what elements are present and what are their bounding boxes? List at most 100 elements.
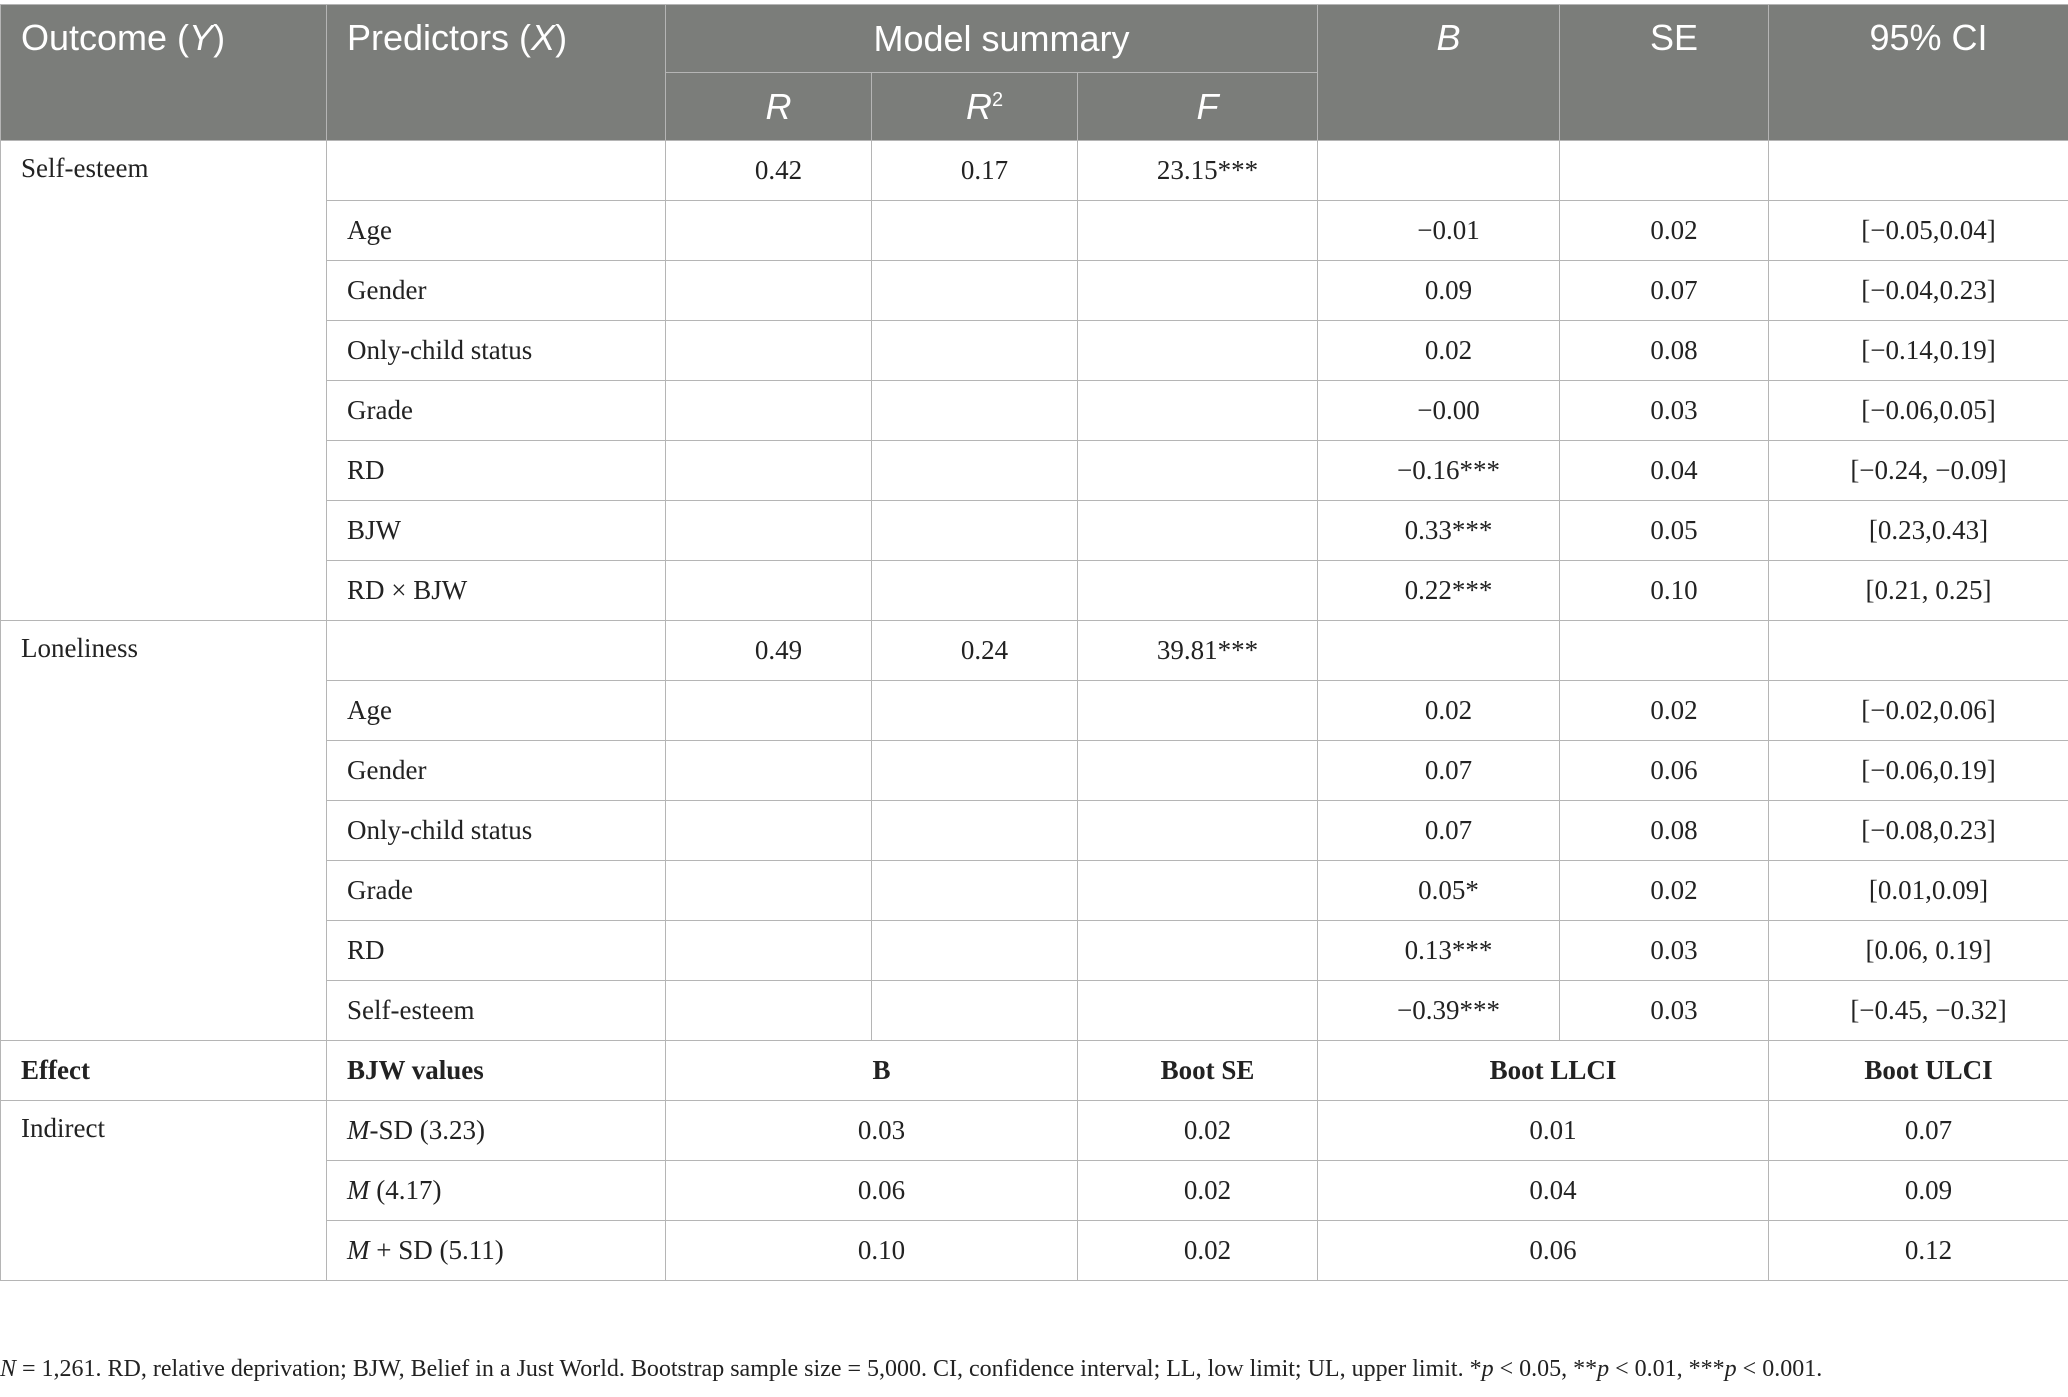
table-row: Gender 0.07 0.06 [−0.06,0.19] xyxy=(1,740,2068,801)
ci-cell: [−0.45, −0.32] xyxy=(1768,980,2068,1041)
boot-llci-cell: 0.04 xyxy=(1317,1160,1770,1221)
table-row: Grade −0.00 0.03 [−0.06,0.05] xyxy=(1,380,2068,441)
ci-cell: [−0.24, −0.09] xyxy=(1768,440,2068,501)
predictor-cell: BJW xyxy=(326,500,666,561)
ci-cell: [0.23,0.43] xyxy=(1768,500,2068,561)
boot-se-cell: 0.02 xyxy=(1076,1100,1319,1161)
se-cell: 0.07 xyxy=(1559,260,1770,321)
ci-cell: [0.21, 0.25] xyxy=(1768,560,2068,621)
effect-header-row: Effect BJW values B Boot SE Boot LLCI Bo… xyxy=(0,1040,2068,1101)
predictor-cell xyxy=(326,620,666,681)
f-cell: 39.81*** xyxy=(1076,620,1319,681)
b-cell: 0.09 xyxy=(1317,260,1561,321)
predictor-cell: RD xyxy=(326,920,666,981)
predictor-cell: Gender xyxy=(326,740,666,801)
effect-b-cell: 0.06 xyxy=(665,1160,1078,1221)
boot-llci-cell: 0.01 xyxy=(1317,1100,1770,1161)
se-cell: 0.02 xyxy=(1559,200,1770,261)
boot-ulci-header: Boot ULCI xyxy=(1768,1040,2068,1101)
table-body: Self-esteem 0.42 0.17 23.15*** Age −0.01… xyxy=(0,140,2068,1281)
f-cell: 23.15*** xyxy=(1076,140,1319,201)
predictor-cell: Age xyxy=(326,680,666,741)
ci-cell: [−0.14,0.19] xyxy=(1768,320,2068,381)
r-cell: 0.49 xyxy=(665,620,872,681)
se-cell xyxy=(1559,140,1770,201)
ci-cell: [−0.06,0.19] xyxy=(1768,740,2068,801)
table-row: Self-esteem 0.42 0.17 23.15*** xyxy=(0,140,2068,621)
bjw-values-header: BJW values xyxy=(326,1040,666,1101)
table-row: BJW 0.33*** 0.05 [0.23,0.43] xyxy=(1,500,2068,561)
regression-table: Outcome (Y) Predictors (X) Model summary… xyxy=(0,4,2068,1281)
se-cell: 0.03 xyxy=(1559,920,1770,981)
b-cell: 0.05* xyxy=(1317,860,1561,921)
predictor-cell: RD xyxy=(326,440,666,501)
header-r2: R2 xyxy=(871,72,1078,141)
ci-cell: [−0.08,0.23] xyxy=(1768,800,2068,861)
boot-ulci-cell: 0.12 xyxy=(1768,1220,2068,1281)
se-cell: 0.03 xyxy=(1559,980,1770,1041)
ci-cell: [0.01,0.09] xyxy=(1768,860,2068,921)
table-row: M (4.17) 0.06 0.02 0.04 0.09 xyxy=(1,1160,2068,1221)
outcome-cell: Self-esteem xyxy=(0,140,327,621)
header-outcome: Outcome (Y) xyxy=(0,4,327,141)
ci-cell: [−0.02,0.06] xyxy=(1768,680,2068,741)
table-row: Loneliness 0.49 0.24 39.81*** xyxy=(0,620,2068,1041)
effect-b-cell: 0.03 xyxy=(665,1100,1078,1161)
b-cell: 0.22*** xyxy=(1317,560,1561,621)
header-r: R xyxy=(665,72,872,141)
r-cell: 0.42 xyxy=(665,140,872,201)
bjw-value-cell: M (4.17) xyxy=(326,1160,666,1221)
effect-b-header: B xyxy=(665,1040,1078,1101)
boot-se-cell: 0.02 xyxy=(1076,1160,1319,1221)
header-ci: 95% CI xyxy=(1768,4,2068,141)
header-se: SE xyxy=(1559,4,1770,141)
se-cell: 0.02 xyxy=(1559,680,1770,741)
bjw-value-cell: M + SD (5.11) xyxy=(326,1220,666,1281)
ci-cell xyxy=(1768,140,2068,201)
table-row: M + SD (5.11) 0.10 0.02 0.06 0.12 xyxy=(1,1220,2068,1281)
table-row: RD 0.13*** 0.03 [0.06, 0.19] xyxy=(1,920,2068,981)
b-cell: 0.33*** xyxy=(1317,500,1561,561)
table-row: Age 0.02 0.02 [−0.02,0.06] xyxy=(1,680,2068,741)
predictor-cell: Self-esteem xyxy=(326,980,666,1041)
se-cell: 0.03 xyxy=(1559,380,1770,441)
header-b: B xyxy=(1317,4,1561,141)
predictor-cell: Age xyxy=(326,200,666,261)
outcome-cell: Loneliness xyxy=(0,620,327,1041)
b-cell: 0.07 xyxy=(1317,800,1561,861)
table-row: Gender 0.09 0.07 [−0.04,0.23] xyxy=(1,260,2068,321)
table-row: Grade 0.05* 0.02 [0.01,0.09] xyxy=(1,860,2068,921)
boot-se-header: Boot SE xyxy=(1076,1040,1319,1101)
predictor-cell: RD × BJW xyxy=(326,560,666,621)
ci-cell: [0.06, 0.19] xyxy=(1768,920,2068,981)
table-footnote: N = 1,261. RD, relative deprivation; BJW… xyxy=(0,1356,1823,1382)
b-cell: −0.01 xyxy=(1317,200,1561,261)
b-cell xyxy=(1317,140,1561,201)
boot-ulci-cell: 0.09 xyxy=(1768,1160,2068,1221)
b-cell: −0.00 xyxy=(1317,380,1561,441)
predictor-cell: Grade xyxy=(326,860,666,921)
b-cell: 0.02 xyxy=(1317,680,1561,741)
se-cell: 0.10 xyxy=(1559,560,1770,621)
ci-cell: [−0.05,0.04] xyxy=(1768,200,2068,261)
b-cell: 0.07 xyxy=(1317,740,1561,801)
predictor-cell: Only-child status xyxy=(326,800,666,861)
boot-llci-header: Boot LLCI xyxy=(1317,1040,1770,1101)
boot-se-cell: 0.02 xyxy=(1076,1220,1319,1281)
r2-cell: 0.17 xyxy=(871,140,1078,201)
table-row: Only-child status 0.02 0.08 [−0.14,0.19] xyxy=(1,320,2068,381)
b-cell: −0.16*** xyxy=(1317,440,1561,501)
predictor-cell: Gender xyxy=(326,260,666,321)
b-cell: −0.39*** xyxy=(1317,980,1561,1041)
b-cell: 0.02 xyxy=(1317,320,1561,381)
header-predictors: Predictors (X) xyxy=(326,4,666,141)
header-f: F xyxy=(1076,72,1319,141)
ci-cell: [−0.04,0.23] xyxy=(1768,260,2068,321)
b-cell: 0.13*** xyxy=(1317,920,1561,981)
se-cell: 0.02 xyxy=(1559,860,1770,921)
se-cell: 0.06 xyxy=(1559,740,1770,801)
boot-llci-cell: 0.06 xyxy=(1317,1220,1770,1281)
effect-label: Indirect xyxy=(0,1100,327,1281)
table-row: Indirect M-SD (3.23) 0.03 0.02 0.01 0.07 xyxy=(0,1100,2068,1281)
r2-cell: 0.24 xyxy=(871,620,1078,681)
